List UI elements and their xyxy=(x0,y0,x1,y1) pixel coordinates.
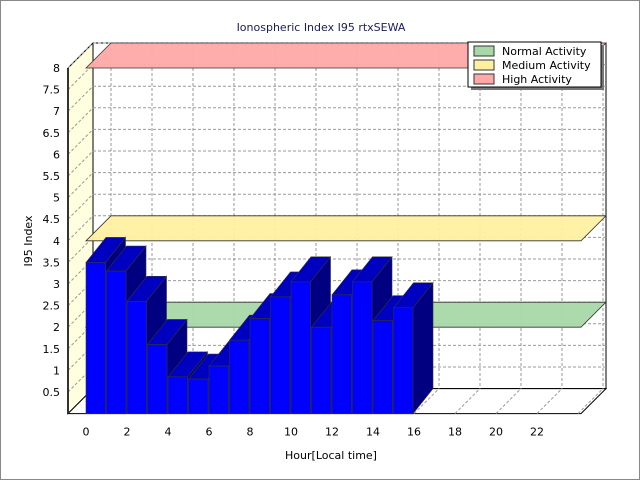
y-tick-label: 4 xyxy=(53,235,60,248)
threshold-plane xyxy=(85,215,607,242)
grid-line-wall xyxy=(67,129,94,155)
bar xyxy=(352,281,373,414)
x-tick-label: 20 xyxy=(489,426,503,439)
legend-swatch xyxy=(473,73,495,85)
chart-title: Ionospheric Index I95 rtxSEWA xyxy=(237,21,406,34)
grid-line-wall xyxy=(67,150,94,177)
bar xyxy=(290,281,311,414)
grid-line-wall xyxy=(67,42,94,69)
grid-line-floor xyxy=(495,388,522,414)
bar xyxy=(229,339,250,414)
x-tick-label: 10 xyxy=(284,426,298,439)
y-axis-label: I95 Index xyxy=(22,215,35,267)
bar xyxy=(331,294,352,414)
grid-line-wall xyxy=(67,85,94,112)
x-tick-label: 16 xyxy=(407,426,421,439)
legend-label: Medium Activity xyxy=(502,59,591,72)
x-tick-label: 14 xyxy=(366,426,380,439)
grid-line-wall xyxy=(67,64,94,90)
grid-line-wall xyxy=(67,345,94,371)
bar xyxy=(208,365,229,414)
y-tick-label: 8 xyxy=(53,62,60,75)
legend-label: Normal Activity xyxy=(502,45,587,58)
y-tick-label: 5.5 xyxy=(43,170,61,183)
grid-line-floor xyxy=(536,388,563,414)
bar xyxy=(167,376,188,414)
grid-line-wall xyxy=(67,323,94,350)
bar xyxy=(249,318,270,414)
legend-swatch xyxy=(473,45,495,57)
x-tick-label: 12 xyxy=(325,426,339,439)
legend-label: High Activity xyxy=(502,73,572,86)
grid-line-wall xyxy=(67,237,94,263)
x-tick-label: 0 xyxy=(83,426,90,439)
y-tick-label: 1 xyxy=(53,364,60,377)
y-tick-label: 0.5 xyxy=(43,386,61,399)
x-tick-label: 22 xyxy=(530,426,544,439)
x-tick-label: 4 xyxy=(165,426,172,439)
y-tick-label: 7.5 xyxy=(43,84,61,97)
bar xyxy=(188,378,209,414)
x-tick-label: 8 xyxy=(247,426,254,439)
x-tick-label: 18 xyxy=(448,426,462,439)
grid-line-wall xyxy=(67,172,94,198)
grid-line-wall xyxy=(67,107,94,134)
y-tick-label: 2 xyxy=(53,321,60,334)
y-tick-label: 2.5 xyxy=(43,300,61,313)
bar xyxy=(106,270,127,414)
x-axis-label: Hour[Local time] xyxy=(285,449,377,462)
bar xyxy=(147,344,168,414)
grid-line-wall xyxy=(67,258,94,285)
grid-line-floor xyxy=(413,388,440,414)
x-tick-label: 6 xyxy=(206,426,213,439)
y-tick-label: 1.5 xyxy=(43,343,61,356)
y-tick-label: 7 xyxy=(53,105,60,118)
bar xyxy=(311,326,332,414)
x-tick-label: 2 xyxy=(124,426,131,439)
grid-line-wall xyxy=(67,301,94,328)
y-tick-label: 3.5 xyxy=(43,256,61,269)
grid-line-floor xyxy=(454,388,481,414)
bar xyxy=(393,307,414,414)
y-tick-label: 3 xyxy=(53,278,60,291)
bar xyxy=(126,300,147,414)
grid-line-floor xyxy=(577,388,604,414)
legend-swatch xyxy=(473,59,495,71)
y-tick-label: 6.5 xyxy=(43,127,61,140)
bar xyxy=(270,296,291,414)
bar xyxy=(85,262,106,414)
bar xyxy=(372,320,393,414)
grid-line-wall xyxy=(67,193,94,220)
y-tick-label: 5 xyxy=(53,192,60,205)
grid-line-wall xyxy=(67,215,94,242)
y-tick-label: 6 xyxy=(53,148,60,161)
grid-line-wall xyxy=(67,280,94,306)
y-tick-label: 4.5 xyxy=(43,213,61,226)
grid-line-wall xyxy=(67,366,94,393)
